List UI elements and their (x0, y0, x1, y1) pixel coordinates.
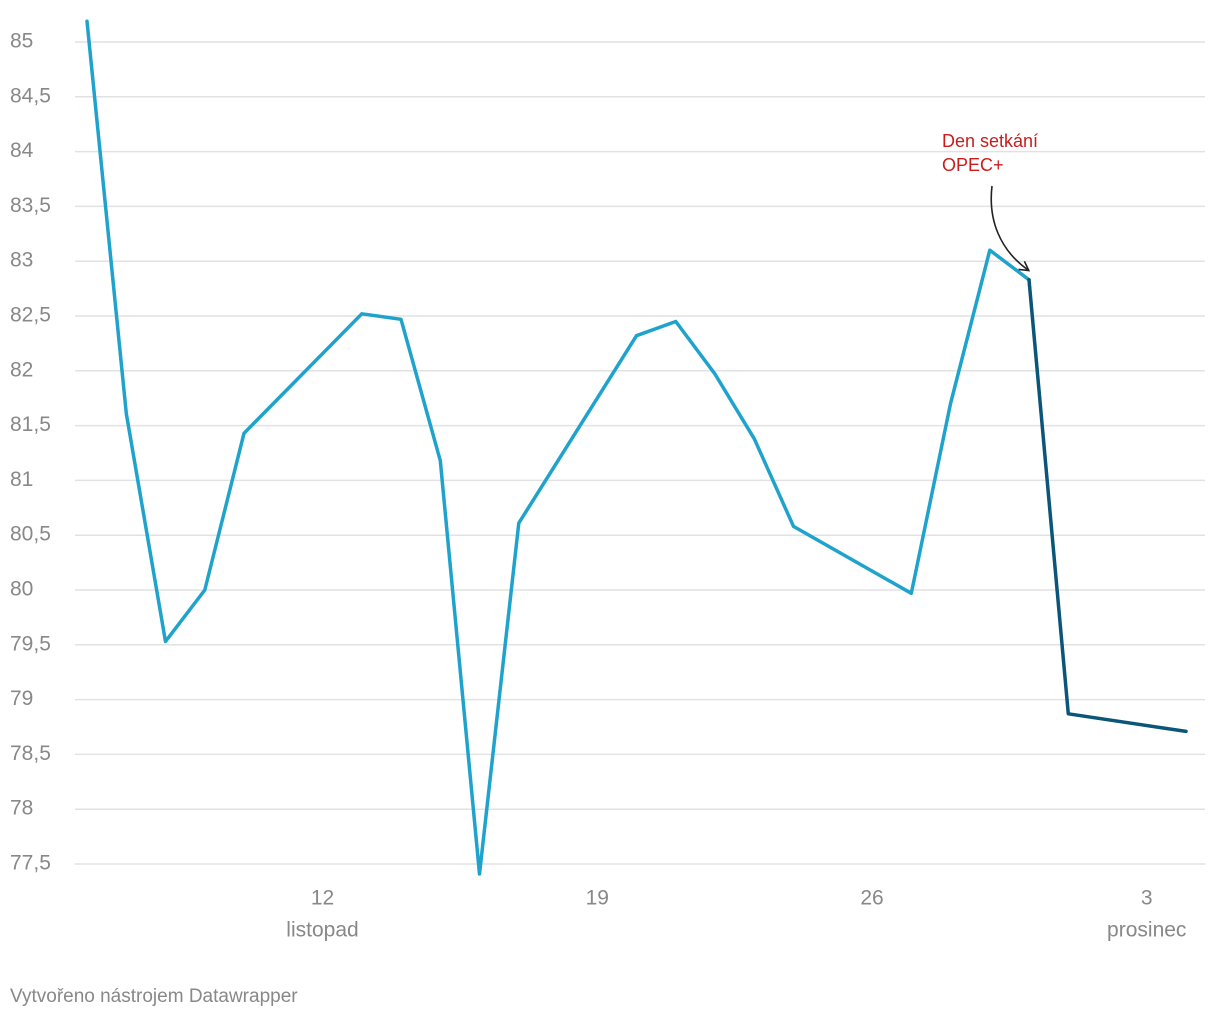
line (1027, 278, 1188, 734)
y-tick-label: 79 (10, 687, 33, 710)
line (85, 19, 1031, 876)
x-tick-label: 19 (586, 887, 609, 910)
y-tick-label: 80,5 (10, 523, 51, 546)
annotation: Den setkání (942, 131, 1038, 151)
y-tick-label: 84 (10, 139, 34, 162)
y-tick-label: 77,5 (10, 852, 51, 875)
x-tick-sublabel: prosinec (1107, 919, 1186, 942)
y-tick-label: 83 (10, 249, 33, 272)
y-tick-label: 84,5 (10, 84, 51, 107)
y-tick-label: 78,5 (10, 742, 51, 765)
y-tick-label: 81 (10, 468, 33, 491)
x-tick-sublabel: listopad (286, 919, 358, 942)
annotation: OPEC+ (942, 155, 1004, 175)
y-tick-label: 85 (10, 30, 33, 53)
lines (85, 19, 1188, 876)
y-tick-label: 82,5 (10, 304, 51, 327)
x-tick-label: 3 (1141, 887, 1153, 910)
y-tick-label: 83,5 (10, 194, 51, 217)
x-tick-label: 12 (311, 887, 334, 910)
y-tick-label: 80 (10, 578, 33, 601)
footer: Vytvořeno nástrojem Datawrapper (10, 986, 298, 1007)
y-tick-label: 81,5 (10, 413, 51, 436)
y-tick-label: 79,5 (10, 632, 51, 655)
grid: 77,5 78 78,5 79 79,5 80 80,5 81 81,5 82 82,5 83 83,5… (10, 30, 1205, 942)
annotation-arrow (990, 185, 1031, 272)
y-tick-label: 78 (10, 797, 33, 820)
y-tick-label: 82 (10, 358, 33, 381)
x-tick-label: 26 (860, 887, 883, 910)
